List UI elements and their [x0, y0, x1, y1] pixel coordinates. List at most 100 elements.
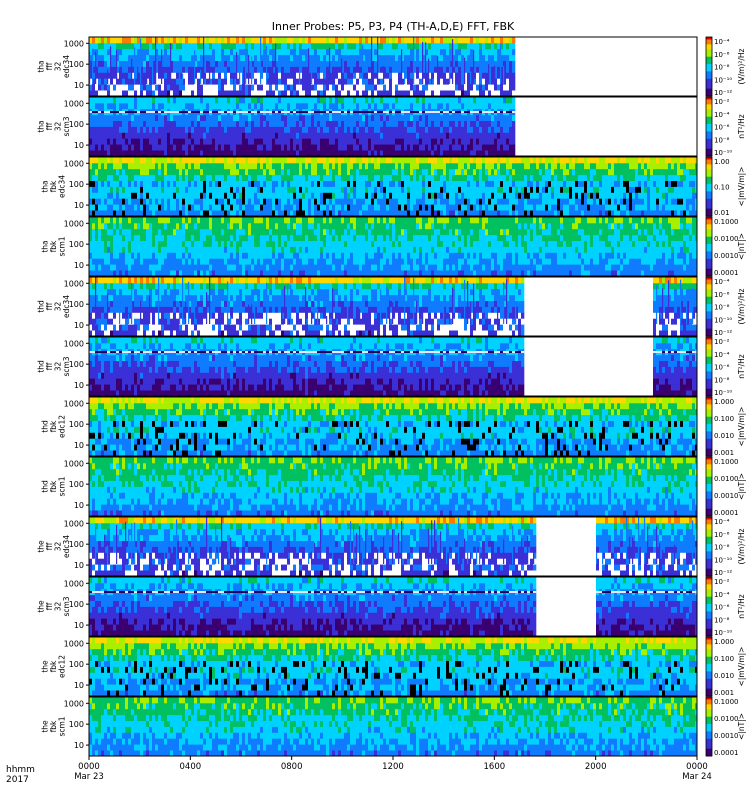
colorbar-segment	[706, 181, 712, 185]
colorbar-segment	[706, 49, 712, 53]
colorbar-segment	[706, 111, 712, 115]
colorbar-segment	[706, 131, 712, 135]
colorbar-segment	[706, 668, 712, 672]
colorbar-segment	[706, 81, 712, 85]
colorbar-segment	[706, 231, 712, 235]
colorbar-segment	[706, 581, 712, 585]
colorbar-segment	[706, 164, 712, 168]
colorbar-segment	[706, 676, 712, 680]
colorbar-segment	[706, 239, 712, 242]
colorbar-segment	[706, 544, 712, 547]
x-tick-date: Mar 23	[74, 772, 104, 782]
x-axis-row-label-year: 2017	[6, 775, 29, 785]
colorbar-segment	[706, 646, 712, 650]
colorbar-segment	[706, 157, 712, 160]
y-tick-label: 100	[69, 300, 84, 309]
x-axis-row-label-hhmm: hhmm	[6, 765, 35, 775]
colorbar-segment	[706, 618, 712, 622]
colorbar-tick-label: 0.01	[714, 209, 730, 217]
colorbar-segment	[706, 688, 712, 692]
colorbar-segment	[706, 436, 712, 440]
colorbar-segment	[706, 277, 712, 280]
colorbar-segment	[706, 631, 712, 634]
colorbar-segment	[706, 421, 712, 425]
colorbar-segment	[706, 553, 712, 557]
colorbar-segment	[706, 201, 712, 205]
colorbar-segment	[706, 296, 712, 300]
y-tick-label: 100	[69, 480, 84, 489]
colorbar-tick-label: 10⁻⁶	[714, 364, 730, 372]
panel-stack: 101001000thafff32edc3410⁻⁴10⁻⁶10⁻⁸10⁻¹⁰1…	[36, 36, 746, 757]
colorbar-tick-label: 0.1000	[714, 218, 739, 226]
colorbar-segment	[706, 571, 712, 574]
colorbar-segment	[706, 354, 712, 358]
colorbar-tick-label: 0.001	[714, 689, 734, 697]
colorbar-label: <|mV/m|>	[737, 167, 746, 207]
colorbar-tick-label: 0.0010	[714, 252, 739, 260]
colorbar-segment	[706, 383, 712, 387]
colorbar-tick-label: 0.0100	[714, 235, 739, 243]
colorbar-segment	[706, 611, 712, 615]
colorbar-segment	[706, 719, 712, 722]
colorbar-label: <|mV/m|>	[737, 407, 746, 447]
colorbar-segment	[706, 121, 712, 125]
colorbar-segment	[706, 253, 712, 257]
colorbar-segment	[706, 86, 712, 90]
colorbar-label: (V/m)²/Hz	[737, 528, 746, 564]
colorbar-tick-label: 10⁻⁶	[714, 531, 730, 539]
colorbar: 0.1000 0.0100 0.0010 0.0001 <|nT|>	[705, 216, 746, 277]
colorbar-tick-label: 0.1000	[714, 698, 739, 706]
colorbar-segment	[706, 299, 712, 302]
colorbar-segment	[706, 431, 712, 435]
colorbar-tick-label: 0.0100	[714, 475, 739, 483]
y-tick-label: 10	[74, 381, 84, 390]
colorbar-segment	[706, 119, 712, 122]
y-tick-label: 10	[74, 561, 84, 570]
colorbar-segment	[706, 637, 712, 640]
colorbar-segment	[706, 148, 712, 152]
y-tick-label: 1000	[64, 699, 84, 708]
spectrogram-image	[89, 457, 697, 516]
colorbar-segment	[706, 186, 712, 190]
y-tick-label: 1000	[64, 219, 84, 228]
y-tick-label: 10	[74, 741, 84, 750]
colorbar-segment	[706, 126, 712, 130]
colorbar-segment	[706, 304, 712, 307]
colorbar-segment	[706, 586, 712, 590]
colorbar-segment	[706, 124, 712, 127]
colorbar-segment	[706, 61, 712, 65]
colorbar-segment	[706, 496, 712, 500]
colorbar-segment	[706, 673, 712, 677]
colorbar-tick-label: 10⁻¹²	[714, 329, 732, 337]
colorbar-segment	[706, 691, 712, 694]
colorbar-tick-label: 0.001	[714, 449, 734, 457]
y-tick-label: 1000	[64, 339, 84, 348]
panel-tha-fff-32-edc34: 101001000thafff32edc3410⁻⁴10⁻⁶10⁻⁸10⁻¹⁰1…	[36, 36, 746, 97]
colorbar-label: <|mV/m|>	[737, 647, 746, 687]
colorbar-tick-label: 10⁻⁴	[714, 278, 730, 286]
colorbar-tick-label: 0.1000	[714, 458, 739, 466]
colorbar-segment	[706, 284, 712, 288]
colorbar-segment	[706, 97, 712, 100]
colorbar-segment	[706, 263, 712, 267]
colorbar-segment	[706, 359, 712, 362]
y-tick-label: 1000	[64, 639, 84, 648]
colorbar-segment	[706, 337, 712, 340]
y-tick-label: 100	[69, 660, 84, 669]
colorbar-segment	[706, 251, 712, 255]
colorbar-segment	[706, 318, 712, 322]
y-tick-label: 10	[74, 441, 84, 450]
colorbar: 10⁻² 10⁻⁴ 10⁻⁶ 10⁻⁸ 10⁻¹⁰ nT²/Hz	[705, 96, 746, 157]
colorbar-tick-label: 1.00	[714, 158, 730, 166]
panel-tha-fff-32-scm3: 101001000thafff32scm310⁻²10⁻⁴10⁻⁶10⁻⁸10⁻…	[36, 96, 746, 157]
panel-frame	[88, 216, 698, 277]
colorbar: 1.00 0.10 0.01 <|mV/m|>	[705, 156, 746, 217]
colorbar-segment	[706, 601, 712, 605]
y-tick-label: 100	[69, 720, 84, 729]
colorbar-segment	[706, 271, 712, 274]
colorbar-segment	[706, 491, 712, 495]
colorbar-segment	[706, 193, 712, 197]
colorbar-label: <|nT|>	[737, 713, 746, 740]
colorbar-tick-label: 10⁻¹⁰	[714, 76, 732, 84]
colorbar-tick-label: 10⁻⁸	[714, 616, 730, 624]
